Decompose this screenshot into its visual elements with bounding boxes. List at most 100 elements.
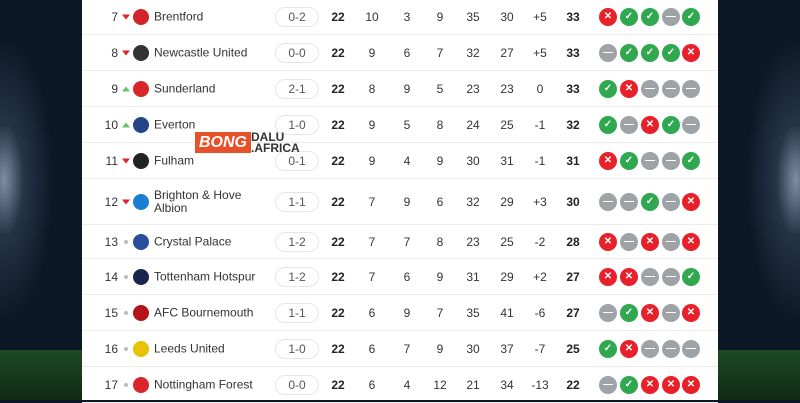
form-win-icon[interactable]: ✓ xyxy=(599,115,617,134)
last-score[interactable]: 1-1 xyxy=(275,191,319,212)
form-loss-icon[interactable]: ✕ xyxy=(662,375,680,394)
table-row[interactable]: 11 Fulham 0-1 22 9 4 9 30 31 -1 31 ✕ ✓ — — ✓ xyxy=(82,143,718,179)
team-name[interactable]: Brentford xyxy=(154,9,204,24)
form-draw-icon[interactable]: — xyxy=(641,151,659,170)
form-loss-icon[interactable]: ✕ xyxy=(620,339,638,358)
form-win-icon[interactable]: ✓ xyxy=(620,151,638,170)
table-row[interactable]: 16 Leeds United 1-0 22 6 7 9 30 37 -7 25 ✓ ✕ — — — xyxy=(82,331,718,367)
rank: 11 xyxy=(105,153,118,168)
stat-gf: 35 xyxy=(466,10,480,24)
table-row[interactable]: 14 Tottenham Hotspur 1-2 22 7 6 9 31 29 +2 27 ✕ ✕ —… xyxy=(82,259,718,295)
form-loss-icon[interactable]: ✕ xyxy=(641,375,659,394)
form-loss-icon[interactable]: ✕ xyxy=(641,232,659,251)
form-win-icon[interactable]: ✓ xyxy=(599,339,617,358)
stat-l: 6 xyxy=(436,194,444,209)
form-loss-icon[interactable]: ✕ xyxy=(620,79,638,98)
form-draw-icon[interactable]: — xyxy=(662,232,680,251)
form-draw-icon[interactable]: — xyxy=(599,192,617,211)
form-win-icon[interactable]: ✓ xyxy=(620,8,638,26)
form-win-icon[interactable]: ✓ xyxy=(620,303,638,322)
team-name[interactable]: Tottenham Hotspur xyxy=(154,269,256,283)
form-win-icon[interactable]: ✓ xyxy=(641,8,659,26)
form-draw-icon[interactable]: — xyxy=(599,43,617,62)
last-score[interactable]: 1-0 xyxy=(275,338,319,359)
stat-ga: 25 xyxy=(500,234,514,249)
form-win-icon[interactable]: ✓ xyxy=(682,8,700,26)
team-name[interactable]: Brighton & Hove Albion xyxy=(154,187,242,215)
team-name[interactable]: Newcastle United xyxy=(154,45,248,59)
form-win-icon[interactable]: ✓ xyxy=(682,151,700,170)
form-draw-icon[interactable]: — xyxy=(599,375,617,394)
team-name[interactable]: AFC Bournemouth xyxy=(154,305,254,319)
form-draw-icon[interactable]: — xyxy=(662,339,680,358)
last-score[interactable]: 1-1 xyxy=(275,302,319,323)
last-score[interactable]: 0-0 xyxy=(275,42,319,63)
stat-gf: 21 xyxy=(466,377,480,392)
form-loss-icon[interactable]: ✕ xyxy=(682,192,700,211)
team-crest-icon xyxy=(133,80,149,97)
last-score[interactable]: 1-2 xyxy=(275,266,319,287)
form-win-icon[interactable]: ✓ xyxy=(641,192,659,211)
team-name[interactable]: Fulham xyxy=(154,153,195,167)
table-row[interactable]: 10 Everton 1-0 22 9 5 8 24 25 -1 32 ✓ — ✕ ✓ — xyxy=(82,107,718,143)
stat-l: 9 xyxy=(436,10,444,24)
stat-gd: +5 xyxy=(533,45,547,60)
form-loss-icon[interactable]: ✕ xyxy=(682,303,700,322)
last-score[interactable]: 0-2 xyxy=(275,7,319,27)
form-draw-icon[interactable]: — xyxy=(662,267,680,286)
team-name[interactable]: Sunderland xyxy=(154,81,216,95)
team-name[interactable]: Crystal Palace xyxy=(154,234,232,248)
form-loss-icon[interactable]: ✕ xyxy=(641,115,659,134)
position-down-icon xyxy=(122,14,130,20)
form-draw-icon[interactable]: — xyxy=(662,303,680,322)
form-draw-icon[interactable]: — xyxy=(620,192,638,211)
form-draw-icon[interactable]: — xyxy=(682,79,700,98)
team-name[interactable]: Leeds United xyxy=(154,341,225,355)
form-draw-icon[interactable]: — xyxy=(682,339,700,358)
last-score[interactable]: 0-1 xyxy=(275,150,319,171)
form-draw-icon[interactable]: — xyxy=(662,8,680,26)
table-row[interactable]: 9 Sunderland 2-1 22 8 9 5 23 23 0 33 ✓ ✕ — — — xyxy=(82,71,718,107)
table-row[interactable]: 13 Crystal Palace 1-2 22 7 7 8 23 25 -2 28 ✕ — ✕ — ✕ xyxy=(82,225,718,259)
form-win-icon[interactable]: ✓ xyxy=(662,43,680,62)
table-row[interactable]: 7 Brentford 0-2 22 10 3 9 35 30 +5 33 ✕ ✓ ✓ — ✓ xyxy=(82,0,718,35)
form-draw-icon[interactable]: — xyxy=(641,267,659,286)
form-loss-icon[interactable]: ✕ xyxy=(599,151,617,170)
form-draw-icon[interactable]: — xyxy=(662,151,680,170)
form-draw-icon[interactable]: — xyxy=(662,192,680,211)
form-draw-icon[interactable]: — xyxy=(620,232,638,251)
team-name[interactable]: Everton xyxy=(154,117,196,131)
team-name[interactable]: Nottingham Forest xyxy=(154,377,253,391)
form-win-icon[interactable]: ✓ xyxy=(662,115,680,134)
last-score[interactable]: 2-1 xyxy=(275,78,319,99)
stat-pts: 30 xyxy=(566,194,580,209)
form-win-icon[interactable]: ✓ xyxy=(620,43,638,62)
form-loss-icon[interactable]: ✕ xyxy=(599,8,617,26)
form-win-icon[interactable]: ✓ xyxy=(599,79,617,98)
form-loss-icon[interactable]: ✕ xyxy=(641,303,659,322)
form-loss-icon[interactable]: ✕ xyxy=(682,43,700,62)
form-loss-icon[interactable]: ✕ xyxy=(682,232,700,251)
form-win-icon[interactable]: ✓ xyxy=(620,375,638,394)
table-row[interactable]: 8 Newcastle United 0-0 22 9 6 7 32 27 +5 33— ✓ ✓ ✓ ✕ xyxy=(82,35,718,71)
table-row[interactable]: 15 AFC Bournemouth 1-1 22 6 9 7 35 41 -6 27— ✓ ✕ — ✕ xyxy=(82,295,718,331)
form-loss-icon[interactable]: ✕ xyxy=(620,267,638,286)
form-draw-icon[interactable]: — xyxy=(641,79,659,98)
form-loss-icon[interactable]: ✕ xyxy=(599,267,617,286)
form-draw-icon[interactable]: — xyxy=(641,339,659,358)
table-row[interactable]: 12 Brighton & Hove Albion 1-1 22 7 9 6 32 29 +3… xyxy=(82,179,718,225)
form-loss-icon[interactable]: ✕ xyxy=(599,232,617,251)
form-win-icon[interactable]: ✓ xyxy=(682,267,700,286)
form-loss-icon[interactable]: ✕ xyxy=(682,375,700,394)
form-draw-icon[interactable]: — xyxy=(620,115,638,134)
last-score[interactable]: 1-0 xyxy=(275,114,319,135)
form-draw-icon[interactable]: — xyxy=(662,79,680,98)
stat-w: 10 xyxy=(365,10,379,24)
form-draw-icon[interactable]: — xyxy=(599,303,617,322)
form-draw-icon[interactable]: — xyxy=(682,115,700,134)
last-score[interactable]: 1-2 xyxy=(275,231,319,252)
last-score[interactable]: 0-0 xyxy=(275,374,319,395)
form-win-icon[interactable]: ✓ xyxy=(641,43,659,62)
position-down-icon xyxy=(122,50,130,55)
table-row[interactable]: 17 Nottingham Forest 0-0 22 6 4 12 21 34 -13 22 —… xyxy=(82,367,718,403)
